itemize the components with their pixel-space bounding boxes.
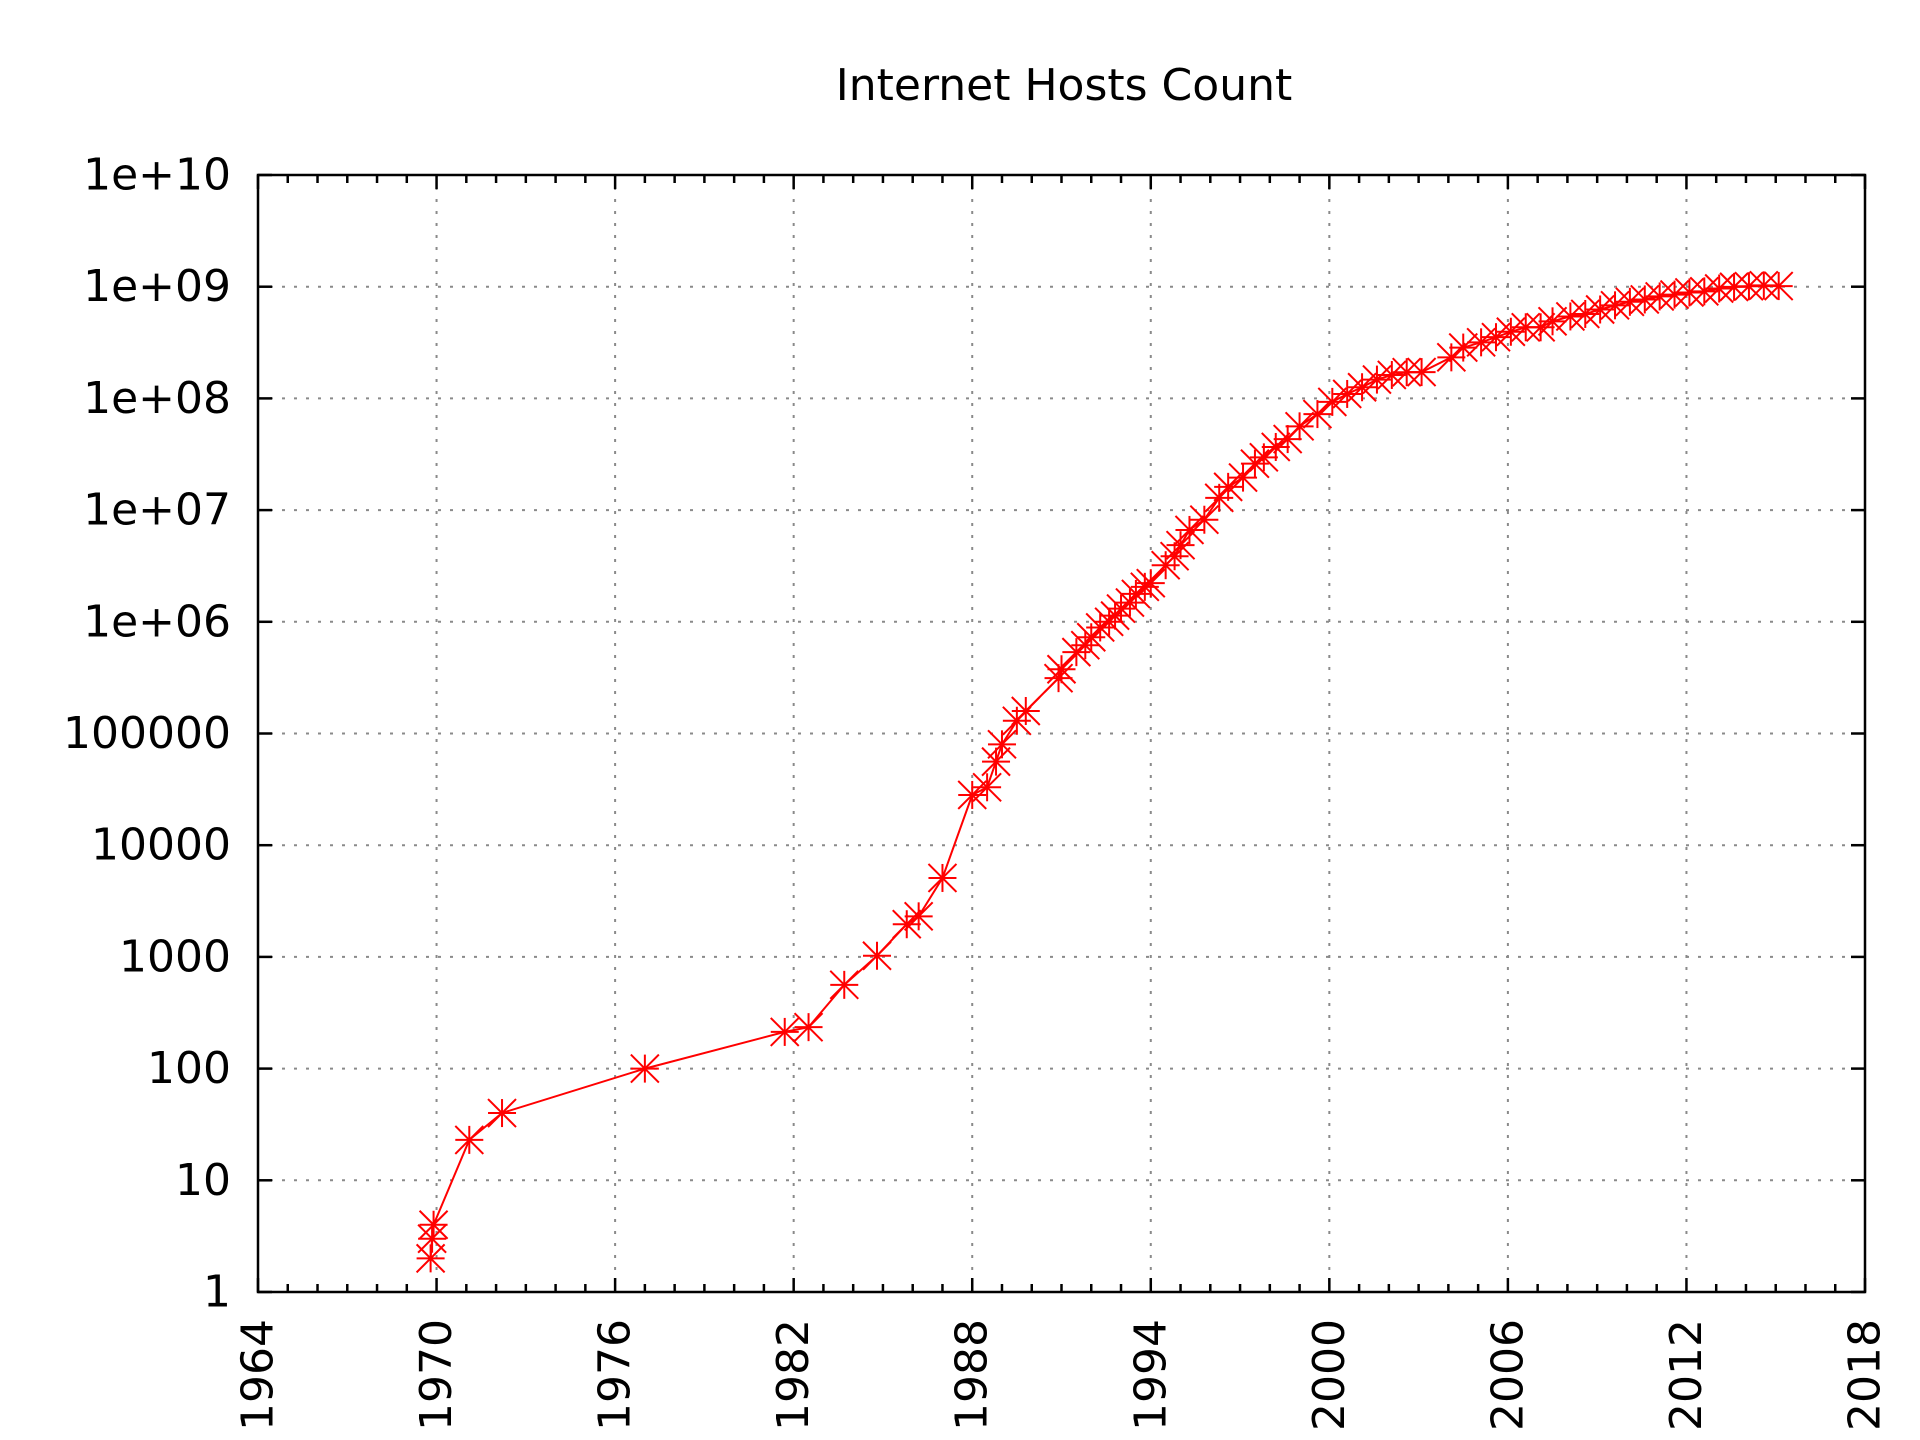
y-tick-label: 1000 <box>119 931 231 982</box>
data-point <box>415 1243 446 1274</box>
data-point <box>1332 379 1362 409</box>
data-point <box>1555 301 1586 332</box>
data-point <box>1525 312 1556 343</box>
data-point <box>1302 399 1333 429</box>
y-tick-label: 1 <box>203 1267 231 1318</box>
data-point <box>1317 387 1348 417</box>
data-point <box>957 780 987 810</box>
data-point <box>1136 568 1166 598</box>
data-point <box>1347 372 1377 402</box>
x-axis-tick-labels: 1964 1970 1976 1982 1988 1994 2000 2006 2012 2018 <box>233 1319 1891 1431</box>
data-point <box>1719 272 1749 302</box>
x-tick-label: 2006 <box>1482 1319 1533 1431</box>
data-point <box>1189 505 1220 535</box>
data-point <box>1392 357 1422 387</box>
data-point <box>417 1223 447 1254</box>
data-point <box>972 772 1002 802</box>
data-point <box>903 901 934 932</box>
data-point <box>862 941 892 971</box>
x-tick-label: 2000 <box>1304 1319 1355 1431</box>
y-tick-label: 100000 <box>63 708 231 759</box>
data-point <box>1704 273 1734 304</box>
x-tick-label: 2018 <box>1840 1319 1891 1431</box>
data-point <box>829 970 859 1000</box>
x-tick-label: 1982 <box>768 1319 819 1431</box>
data-point <box>1644 281 1675 312</box>
y-tick-label: 10000 <box>91 820 231 871</box>
data-point <box>981 746 1011 777</box>
data-point <box>1070 630 1101 660</box>
data-point <box>487 1098 517 1128</box>
y-tick-label: 1e+06 <box>83 596 231 647</box>
data-point <box>1165 530 1196 560</box>
data-point <box>1377 360 1407 390</box>
y-tick-label: 1e+07 <box>83 485 231 536</box>
x-tick-label: 1994 <box>1125 1319 1176 1431</box>
data-point <box>1046 654 1077 684</box>
x-tick-label: 1970 <box>411 1319 462 1431</box>
data-point <box>1615 287 1645 317</box>
data-point <box>1689 276 1720 307</box>
data-point <box>892 909 922 939</box>
data-point <box>1659 279 1690 310</box>
data-point <box>1537 306 1568 337</box>
data-point <box>1674 277 1705 308</box>
y-axis-tick-labels: 1 10 100 1000 10000 100000 1e+06 1e+07 1e+08 1e+0… <box>63 150 231 1318</box>
x-tick-label: 1964 <box>233 1319 284 1431</box>
data-point <box>1406 357 1437 387</box>
series-line <box>429 284 1779 1259</box>
series-layer <box>415 270 1794 1274</box>
chart-title: Internet Hosts Count <box>836 60 1292 111</box>
grid-layer <box>258 175 1865 1292</box>
x-tick-label: 2012 <box>1661 1319 1712 1431</box>
data-point <box>1159 541 1190 571</box>
x-tick-label: 1988 <box>947 1319 998 1431</box>
data-point <box>1630 284 1660 315</box>
data-point <box>630 1053 660 1084</box>
data-point <box>1284 411 1315 442</box>
data-point <box>1448 332 1478 363</box>
data-point <box>1763 271 1794 301</box>
data-point <box>793 1012 824 1042</box>
data-point <box>1249 442 1279 473</box>
data-point <box>770 1017 800 1047</box>
y-tick-label: 1e+10 <box>83 150 231 201</box>
data-point <box>454 1125 484 1155</box>
data-point <box>1011 696 1041 726</box>
y-tick-label: 1e+09 <box>83 261 231 312</box>
data-point <box>418 1210 449 1240</box>
y-tick-label: 100 <box>147 1043 231 1094</box>
y-tick-label: 10 <box>175 1155 231 1206</box>
data-point <box>927 863 958 893</box>
plot-frame <box>256 173 1867 1294</box>
y-tick-label: 1e+08 <box>83 373 231 424</box>
x-tick-label: 1976 <box>590 1319 641 1431</box>
data-point <box>987 729 1017 760</box>
